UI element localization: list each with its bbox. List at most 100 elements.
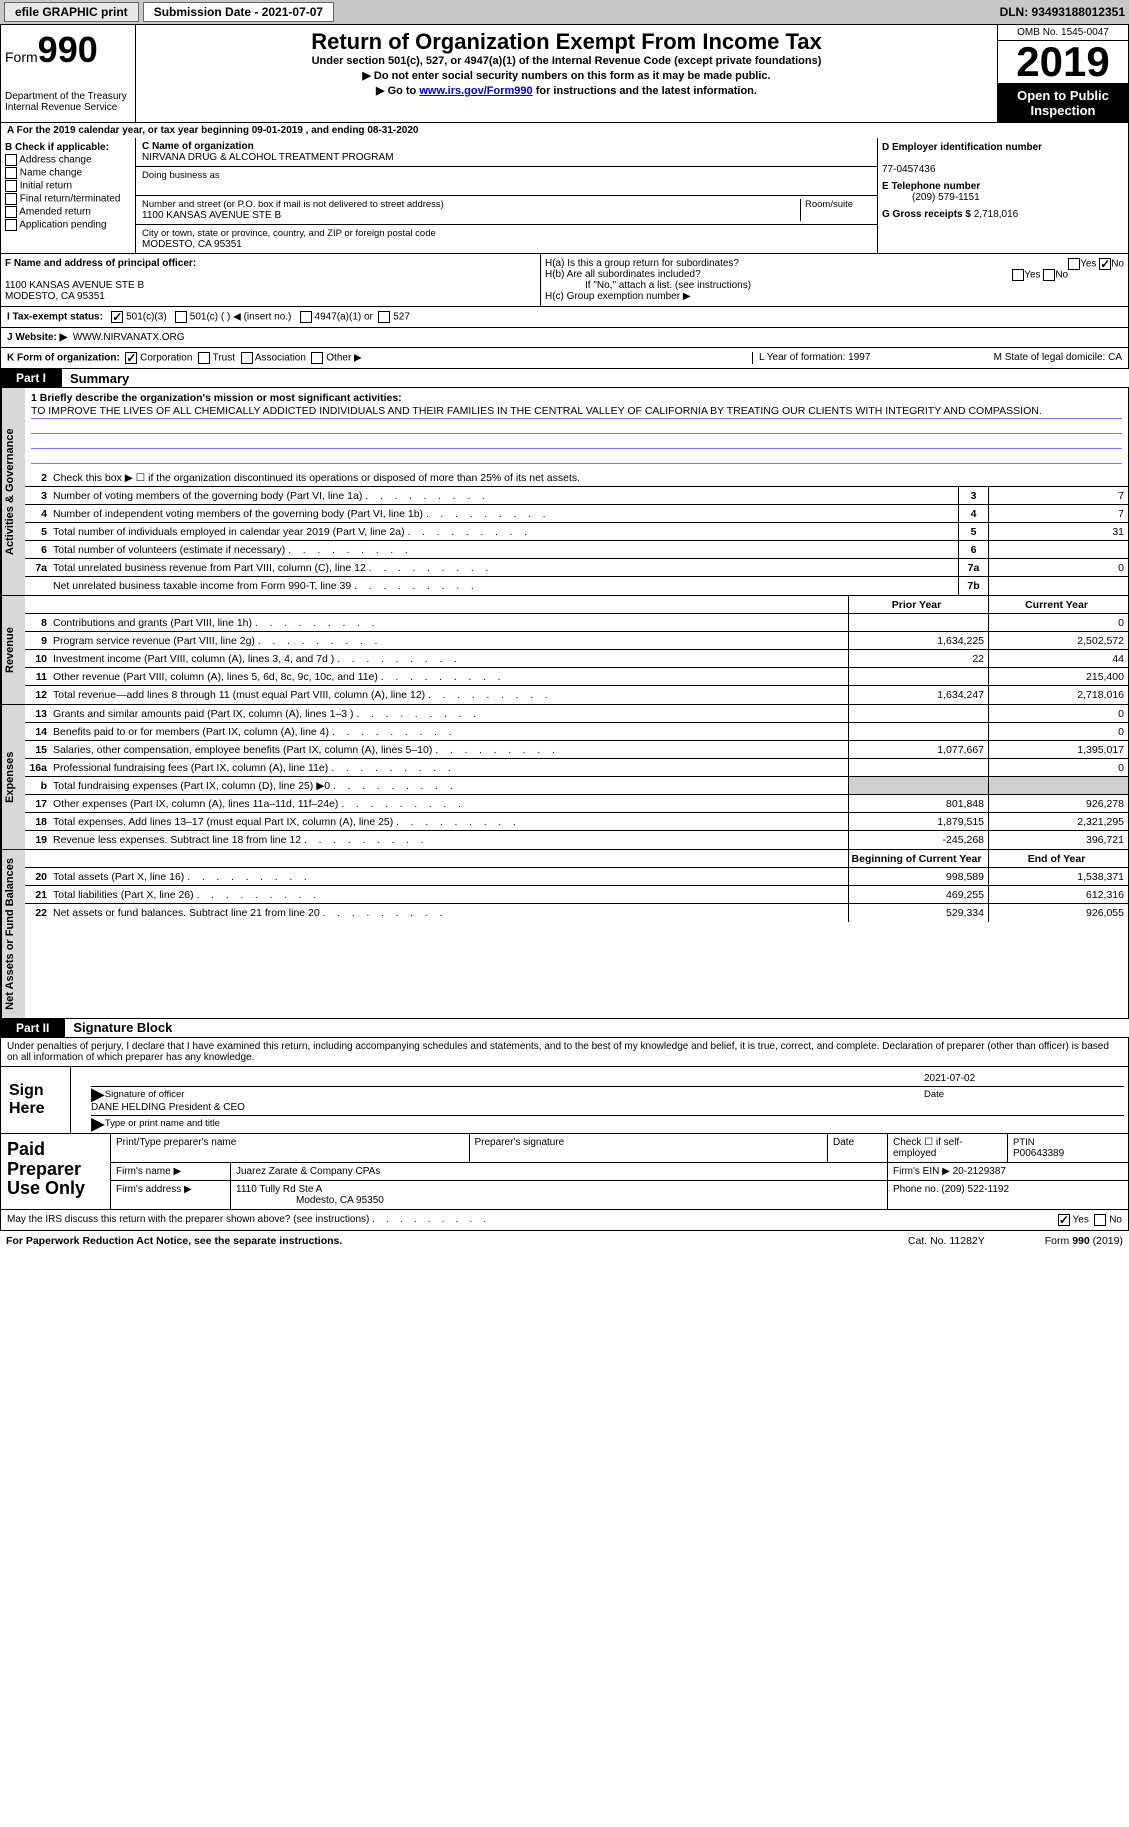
chk-ha-no[interactable] <box>1099 258 1111 270</box>
prep-date-lbl: Date <box>828 1134 888 1162</box>
chk-amended[interactable] <box>5 206 17 218</box>
j-label: J Website: ▶ <box>7 332 67 343</box>
top-toolbar: efile GRAPHIC print Submission Date - 20… <box>0 0 1129 24</box>
chk-corp[interactable] <box>125 352 137 364</box>
prior-year-hdr: Prior Year <box>848 596 988 613</box>
chk-app-pending[interactable] <box>5 219 17 231</box>
chk-discuss-yes[interactable] <box>1058 1214 1070 1226</box>
revenue-section: Revenue Prior YearCurrent Year 8Contribu… <box>0 596 1129 705</box>
chk-527[interactable] <box>378 311 390 323</box>
room-label: Room/suite <box>805 199 853 210</box>
signature-block: Under penalties of perjury, I declare th… <box>0 1038 1129 1210</box>
i-label: I Tax-exempt status: <box>7 312 103 323</box>
line2-text: Check this box ▶ ☐ if the organization d… <box>53 470 1128 486</box>
firm-city: Modesto, CA 95350 <box>236 1195 384 1206</box>
officer-group-block: F Name and address of principal officer:… <box>0 254 1129 307</box>
line-row: 13Grants and similar amounts paid (Part … <box>25 705 1128 723</box>
sig-date: 2021-07-02 <box>924 1073 1124 1084</box>
line-row: 8Contributions and grants (Part VIII, li… <box>25 614 1128 632</box>
prep-sig-lbl: Preparer's signature <box>470 1134 829 1162</box>
firm-name-lbl: Firm's name ▶ <box>111 1163 231 1180</box>
submission-date: Submission Date - 2021-07-07 <box>143 2 334 22</box>
chk-discuss-no[interactable] <box>1094 1214 1106 1226</box>
name-title-lbl: Type or print name and title <box>105 1118 220 1129</box>
chk-501c3[interactable] <box>111 311 123 323</box>
line-row: 19Revenue less expenses. Subtract line 1… <box>25 831 1128 849</box>
bottom-row: For Paperwork Reduction Act Notice, see … <box>0 1231 1129 1251</box>
chk-assoc[interactable] <box>241 352 253 364</box>
sig-officer-lbl: Signature of officer <box>105 1089 924 1100</box>
ein-label: D Employer identification number <box>882 142 1042 153</box>
efile-button[interactable]: efile GRAPHIC print <box>4 2 139 22</box>
chk-4947[interactable] <box>300 311 312 323</box>
eoy-hdr: End of Year <box>988 850 1128 867</box>
chk-501c[interactable] <box>175 311 187 323</box>
line-a: A For the 2019 calendar year, or tax yea… <box>0 123 1129 138</box>
prep-name-lbl: Print/Type preparer's name <box>111 1134 470 1162</box>
chk-hb-no[interactable] <box>1043 269 1055 281</box>
paid-preparer: Paid Preparer Use Only Print/Type prepar… <box>1 1133 1128 1209</box>
discuss-row: May the IRS discuss this return with the… <box>0 1210 1129 1231</box>
year-formation: L Year of formation: 1997 <box>759 352 994 364</box>
chk-ha-yes[interactable] <box>1068 258 1080 270</box>
line-row: 18Total expenses. Add lines 13–17 (must … <box>25 813 1128 831</box>
hb-note: If "No," attach a list. (see instruction… <box>545 280 1124 291</box>
expenses-section: Expenses 13Grants and similar amounts pa… <box>0 705 1129 850</box>
form-title: Return of Organization Exempt From Incom… <box>140 29 993 55</box>
officer-name: DANE HELDING President & CEO <box>91 1102 245 1113</box>
line-row: 6Total number of volunteers (estimate if… <box>25 541 1128 559</box>
line-row: bTotal fundraising expenses (Part IX, co… <box>25 777 1128 795</box>
gross-label: G Gross receipts $ <box>882 209 971 220</box>
hc-label: H(c) Group exemption number ▶ <box>545 291 1124 302</box>
chk-trust[interactable] <box>198 352 210 364</box>
ein: 77-0457436 <box>882 164 935 175</box>
firm-addr-lbl: Firm's address ▶ <box>111 1181 231 1209</box>
chk-hb-yes[interactable] <box>1012 269 1024 281</box>
tax-year: 2019 <box>998 41 1128 83</box>
phone-label: E Telephone number <box>882 181 980 192</box>
city-label: City or town, state or province, country… <box>142 228 436 239</box>
firm-ein: 20-2129387 <box>953 1166 1006 1177</box>
chk-initial-return[interactable] <box>5 180 17 192</box>
line-row: 16aProfessional fundraising fees (Part I… <box>25 759 1128 777</box>
org-form-row: K Form of organization: Corporation Trus… <box>0 348 1129 369</box>
date-lbl: Date <box>924 1089 1124 1100</box>
line-row: 14Benefits paid to or for members (Part … <box>25 723 1128 741</box>
net-vlabel: Net Assets or Fund Balances <box>1 850 25 1018</box>
city-state: MODESTO, CA 95351 <box>142 239 242 250</box>
mission-text: TO IMPROVE THE LIVES OF ALL CHEMICALLY A… <box>31 405 1122 419</box>
boy-hdr: Beginning of Current Year <box>848 850 988 867</box>
entity-block: B Check if applicable: Address change Na… <box>0 138 1129 254</box>
line-row: 3Number of voting members of the governi… <box>25 487 1128 505</box>
k-label: K Form of organization: <box>7 353 120 364</box>
state-domicile: M State of legal domicile: CA <box>994 352 1122 364</box>
chk-other[interactable] <box>311 352 323 364</box>
rev-vlabel: Revenue <box>1 596 25 704</box>
dln: DLN: 93493188012351 <box>1000 5 1125 19</box>
line-row: 7aTotal unrelated business revenue from … <box>25 559 1128 577</box>
instr-line-2a: ▶ Go to <box>376 85 419 97</box>
discuss-q: May the IRS discuss this return with the… <box>7 1214 1058 1226</box>
chk-final-return[interactable] <box>5 193 17 205</box>
firm-name: Juarez Zarate & Company CPAs <box>231 1163 888 1180</box>
line-row: 11Other revenue (Part VIII, column (A), … <box>25 668 1128 686</box>
col-b-header: B Check if applicable: <box>5 142 131 153</box>
governance-section: Activities & Governance 1 Briefly descri… <box>0 388 1129 596</box>
firm-phone: (209) 522-1192 <box>941 1184 1009 1195</box>
ha-label: H(a) Is this a group return for subordin… <box>545 258 739 269</box>
line-row: 15Salaries, other compensation, employee… <box>25 741 1128 759</box>
f-label: F Name and address of principal officer: <box>5 258 196 269</box>
line-row: 4Number of independent voting members of… <box>25 505 1128 523</box>
current-year-hdr: Current Year <box>988 596 1128 613</box>
chk-name-change[interactable] <box>5 167 17 179</box>
chk-address-change[interactable] <box>5 154 17 166</box>
form-number: 990 <box>38 29 98 70</box>
phone: (209) 579-1151 <box>882 192 980 203</box>
sig-declare: Under penalties of perjury, I declare th… <box>1 1038 1128 1066</box>
irs-link[interactable]: www.irs.gov/Form990 <box>419 85 532 97</box>
street-address: 1100 KANSAS AVENUE STE B <box>142 210 281 221</box>
prep-label: Paid Preparer Use Only <box>1 1134 111 1209</box>
instr-line-2b: for instructions and the latest informat… <box>533 85 757 97</box>
open-public: Open to Public Inspection <box>998 84 1128 122</box>
part2-label: Part II <box>0 1019 65 1037</box>
